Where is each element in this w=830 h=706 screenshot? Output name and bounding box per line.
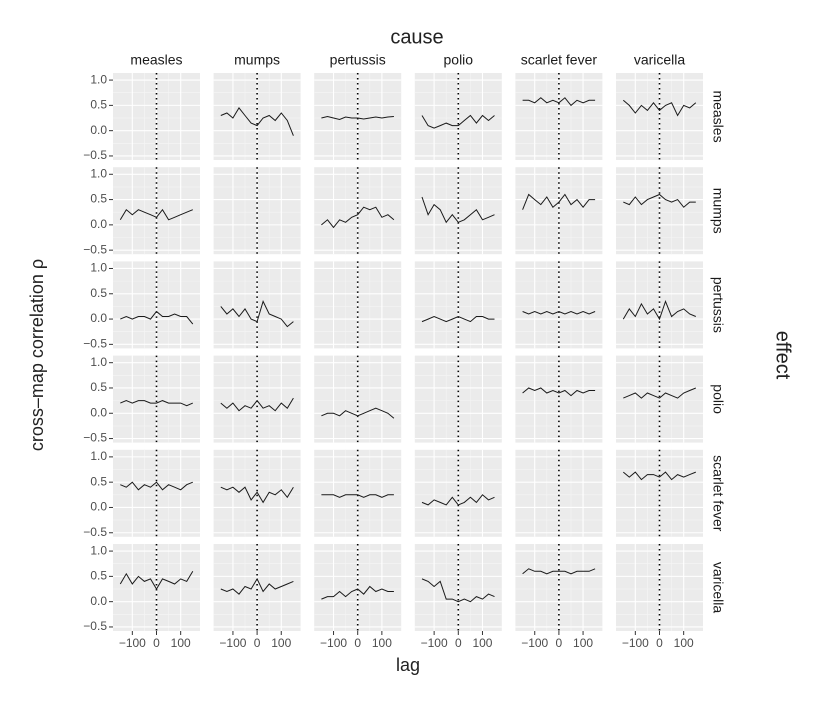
data-line <box>522 193 596 210</box>
x-tick-label: 0 <box>455 636 462 650</box>
column-strip-label: mumps <box>234 52 280 68</box>
data-line <box>120 310 194 325</box>
data-line <box>421 196 495 224</box>
y-tick-label: −0.5 <box>83 337 107 351</box>
column-strip-label: pertussis <box>330 52 386 68</box>
data-line <box>421 114 495 129</box>
x-tick-label: 100 <box>271 636 291 650</box>
x-tick-label: 100 <box>171 636 191 650</box>
x-tick-label: −100 <box>219 636 246 650</box>
row-title: effect <box>772 331 794 380</box>
column-strip-label: varicella <box>634 52 686 68</box>
data-line <box>220 486 294 504</box>
row-strip-label: scarlet fever <box>710 455 726 532</box>
y-axis-label: cross–map correlation ρ <box>27 259 47 451</box>
y-tick-label: 1.0 <box>90 261 107 275</box>
x-tick-label: 0 <box>354 636 361 650</box>
y-tick-label: 0.5 <box>90 192 107 206</box>
y-tick-label: −0.5 <box>83 619 107 633</box>
data-line <box>421 494 495 506</box>
x-tick-label: 0 <box>153 636 160 650</box>
y-tick-label: 0.5 <box>90 98 107 112</box>
row-strip-label: varicella <box>710 562 726 614</box>
y-tick-label: 1.0 <box>90 543 107 557</box>
y-tick-label: 0.5 <box>90 286 107 300</box>
y-tick-label: 0.0 <box>90 594 107 608</box>
y-tick-label: 0.5 <box>90 380 107 394</box>
data-line <box>421 315 495 323</box>
data-line <box>119 571 194 590</box>
x-tick-label: −100 <box>119 636 146 650</box>
data-line <box>120 481 193 491</box>
data-line <box>522 387 596 397</box>
y-tick-label: −0.5 <box>83 431 107 445</box>
data-line <box>119 208 193 221</box>
data-line <box>220 577 294 595</box>
x-tick-label: −100 <box>622 636 649 650</box>
x-tick-label: 100 <box>372 636 392 650</box>
y-tick-label: 1.0 <box>90 355 107 369</box>
y-tick-label: −0.5 <box>83 242 107 256</box>
data-line <box>623 387 696 399</box>
data-line <box>220 107 294 136</box>
y-tick-label: −0.5 <box>83 148 107 162</box>
y-tick-label: 1.0 <box>90 166 107 180</box>
data-line <box>220 397 294 412</box>
data-line <box>120 400 193 407</box>
data-line <box>321 206 395 229</box>
data-line <box>522 310 596 315</box>
column-strip-label: measles <box>130 52 182 68</box>
column-strip-label: polio <box>444 52 474 68</box>
x-axis-label: lag <box>396 655 420 675</box>
x-tick-label: 0 <box>254 636 261 650</box>
x-tick-label: 100 <box>573 636 593 650</box>
data-line <box>321 494 394 498</box>
data-line <box>321 115 394 121</box>
y-tick-label: −0.5 <box>83 525 107 539</box>
row-strip-label: measles <box>710 90 726 142</box>
data-line <box>622 99 697 117</box>
y-tick-label: 0.0 <box>90 123 107 137</box>
data-line <box>522 97 596 107</box>
row-strip-label: mumps <box>710 188 726 234</box>
x-tick-label: −100 <box>521 636 548 650</box>
data-line <box>321 585 394 600</box>
y-tick-label: 0.0 <box>90 311 107 325</box>
x-tick-label: −100 <box>421 636 448 650</box>
y-tick-label: 1.0 <box>90 72 107 86</box>
data-line <box>622 299 696 321</box>
y-tick-label: 0.0 <box>90 217 107 231</box>
data-line <box>623 193 696 208</box>
x-tick-label: 100 <box>472 636 492 650</box>
data-line <box>421 578 495 603</box>
y-tick-label: 0.5 <box>90 474 107 488</box>
y-tick-label: 0.5 <box>90 569 107 583</box>
chart-title: cause <box>390 26 443 48</box>
x-tick-label: −100 <box>320 636 347 650</box>
data-line <box>220 300 294 328</box>
column-strip-label: scarlet fever <box>521 52 598 68</box>
y-tick-label: 0.0 <box>90 405 107 419</box>
row-strip-label: pertussis <box>710 277 726 333</box>
data-line <box>321 407 395 419</box>
data-line <box>522 568 596 575</box>
y-tick-label: 0.0 <box>90 500 107 514</box>
row-strip-label: polio <box>710 384 726 414</box>
x-tick-label: 0 <box>556 636 563 650</box>
x-tick-label: 100 <box>674 636 694 650</box>
x-tick-label: 0 <box>656 636 663 650</box>
y-tick-label: 1.0 <box>90 449 107 463</box>
data-line <box>622 471 696 481</box>
